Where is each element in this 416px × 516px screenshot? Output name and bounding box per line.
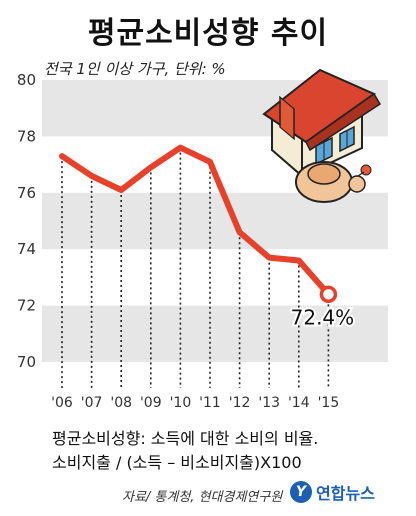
band-2 [42,305,388,362]
x-tick-label: '09 [140,395,162,411]
yonhap-logo-text: 연합뉴스 [316,484,375,503]
yonhap-logo-mark: Y [290,481,312,503]
chart-title: 평균소비성향 추이 [87,16,329,51]
y-tick-label: 70 [17,353,36,371]
series-line-group [59,144,338,304]
piggy-bank-icon [295,161,372,203]
chart-subtitle: 전국 1인 이상 가구, 단위: % [44,60,226,78]
y-tick-label: 74 [17,240,36,258]
series-line [59,144,332,298]
x-axis-ticks: '06 '07 '08 '09 '10 '11 '12 '13 '14 '15 [51,395,339,411]
y-tick-label: 80 [17,71,36,89]
definition-text: 평균소비성향: 소득에 대한 소비의 비율. [52,429,319,448]
last-value-label: 72.4% [291,305,355,329]
source-text: 자료/ 통계청, 현대경제연구원 [122,490,283,505]
y-axis-ticks: 70 72 74 76 78 80 [17,71,36,371]
house-piggybank-illustration [262,68,382,203]
last-point-marker [319,285,338,304]
yonhap-logo: Y 연합뉴스 [290,480,375,504]
x-tick-label: '10 [170,395,192,411]
line-chart: 70 72 74 76 78 80 '06 '07 '08 '09 '10 '11 '12 '13 '14… [17,71,388,411]
x-tick-label: '11 [199,395,221,411]
x-tick-label: '14 [288,395,310,411]
formula-text: 소비지출 / (소득 – 비소비지출)X100 [52,453,302,472]
x-tick-label: '08 [110,395,132,411]
x-tick-label: '13 [258,395,280,411]
x-tick-label: '15 [318,395,340,411]
x-tick-label: '12 [229,395,251,411]
y-tick-label: 76 [17,184,36,202]
y-tick-label: 78 [17,127,36,145]
house-icon [262,68,382,179]
data-labels: 72.4% [289,303,357,331]
y-tick-label: 72 [17,297,36,315]
drop-lines [61,147,330,388]
x-tick-label: '07 [81,395,103,411]
x-tick-label: '06 [51,395,73,411]
